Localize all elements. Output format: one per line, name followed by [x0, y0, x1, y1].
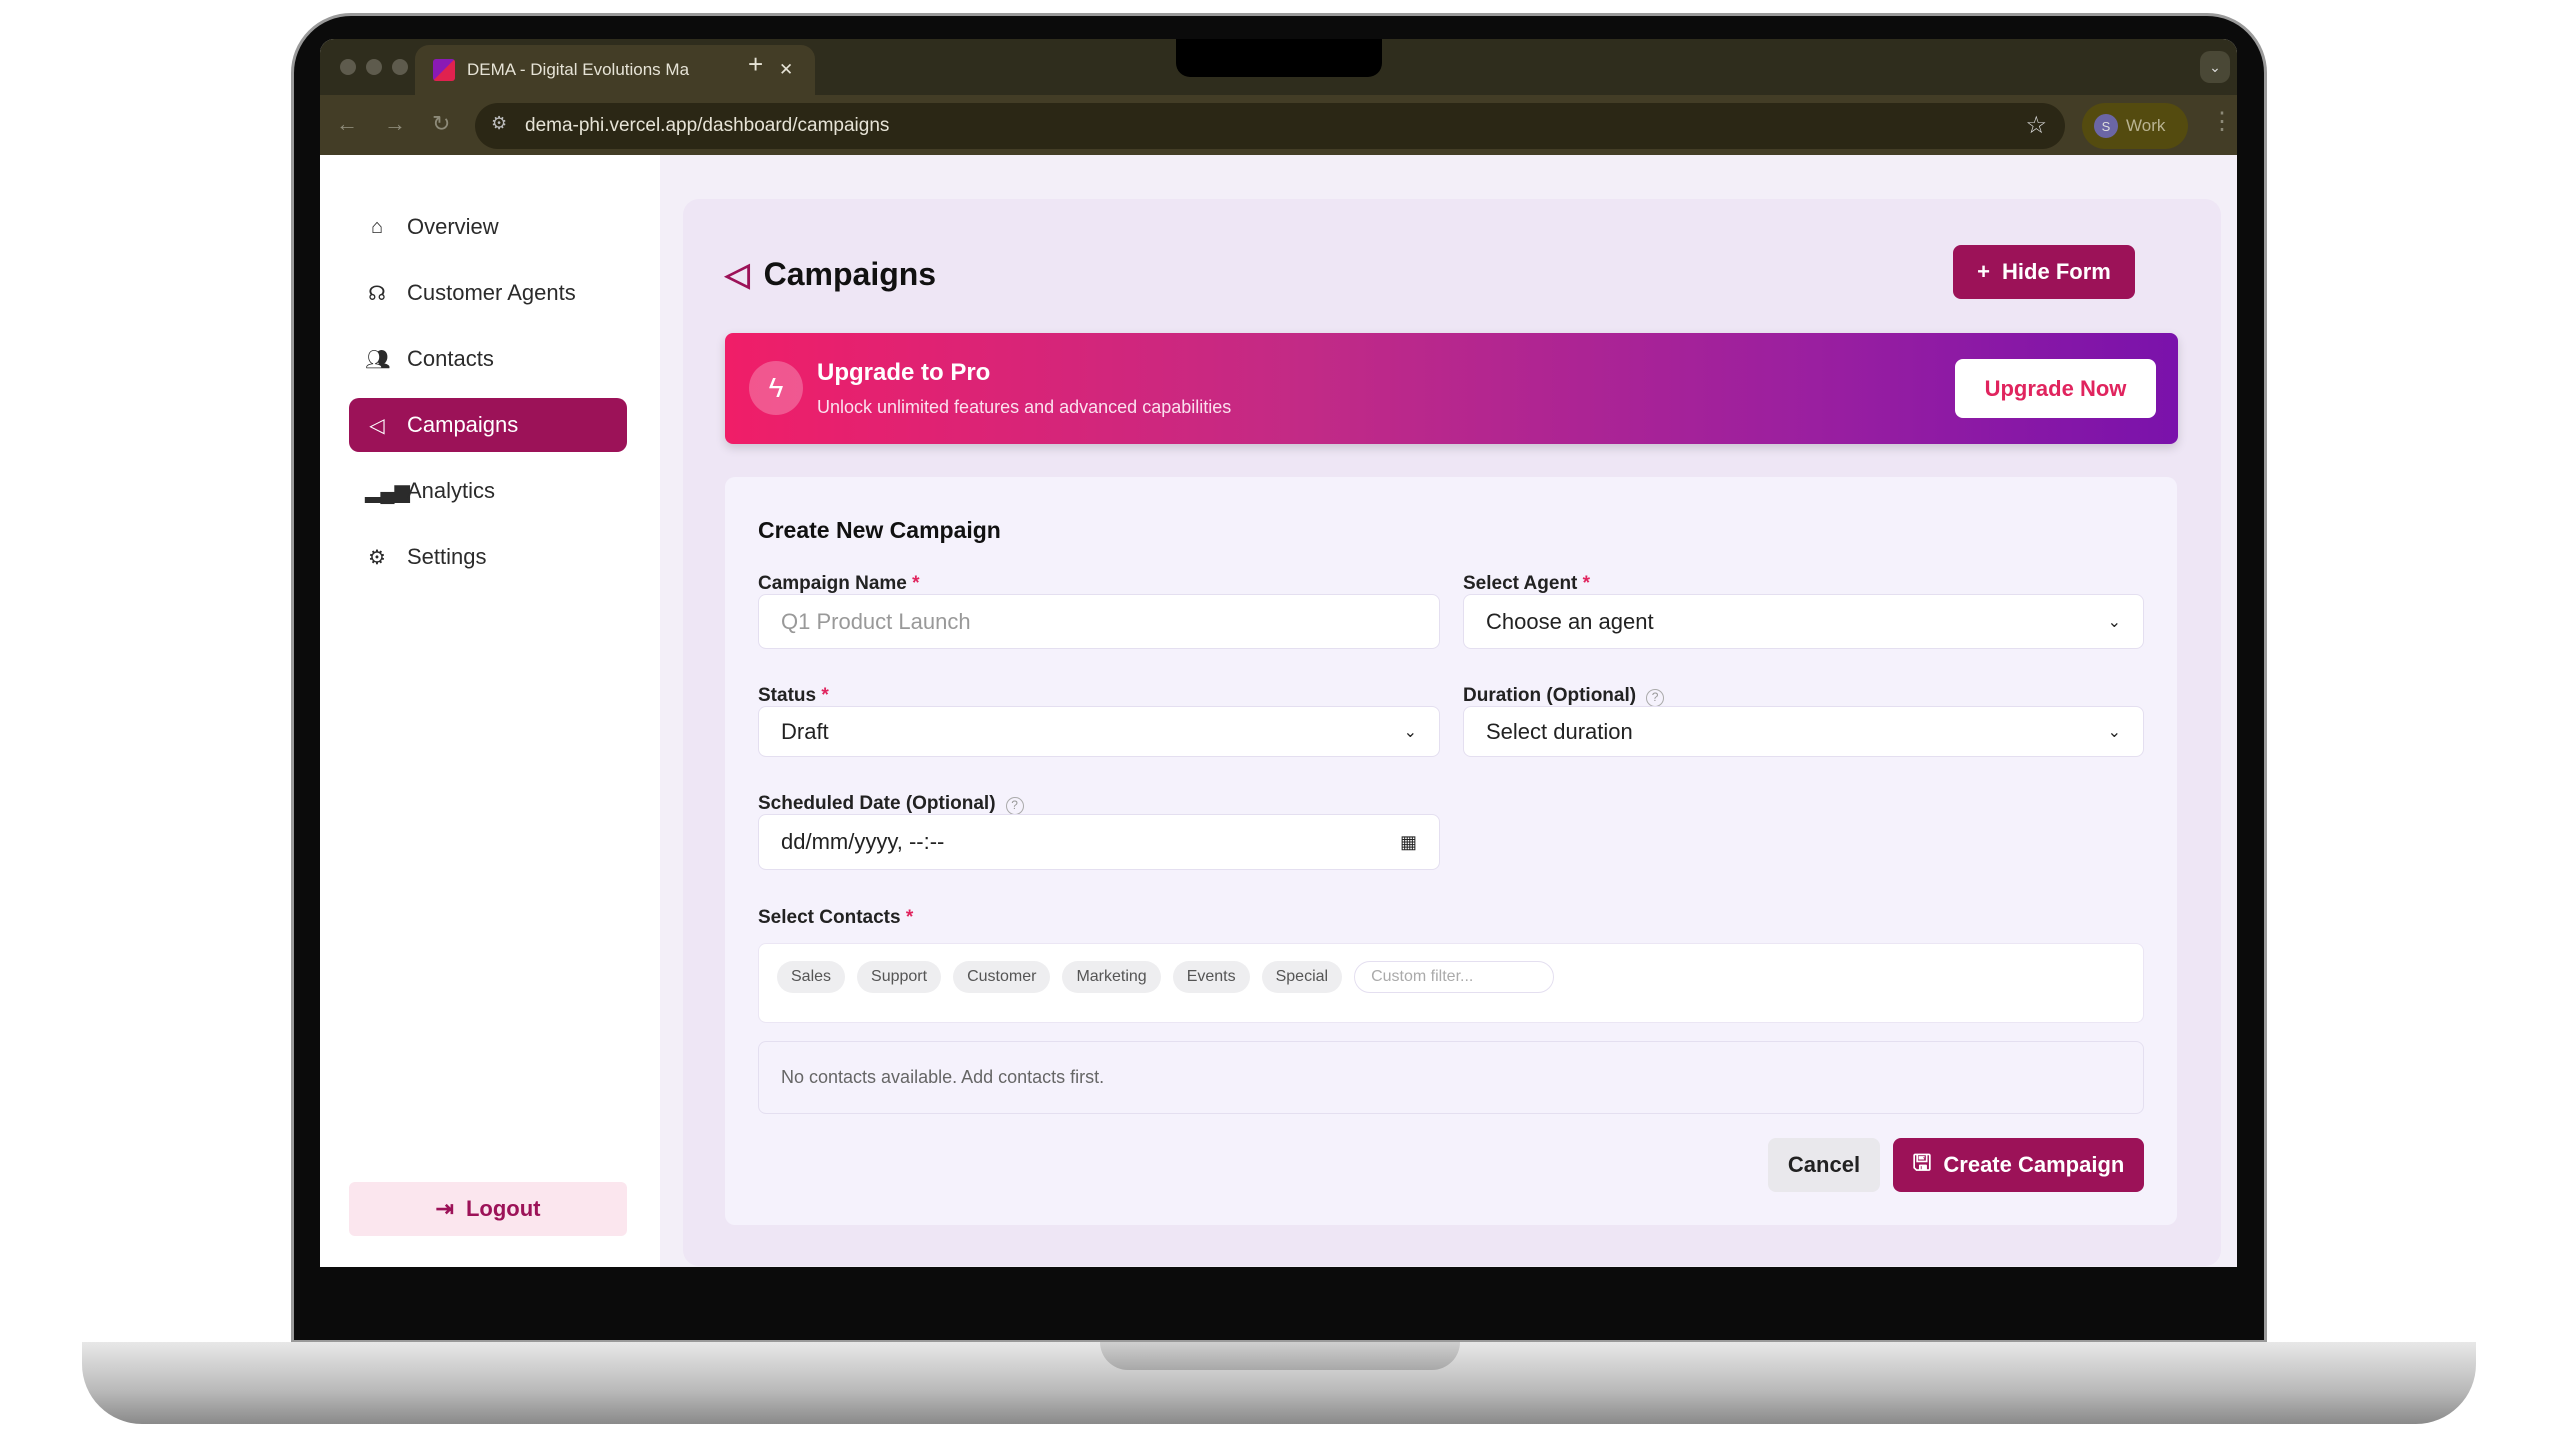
- browser-menu-icon[interactable]: ⋮: [2210, 108, 2234, 135]
- sidebar-item-customer-agents[interactable]: ☊ Customer Agents: [349, 266, 627, 320]
- tab-title: DEMA - Digital Evolutions Ma: [467, 60, 690, 79]
- sidebar-item-label: Contacts: [407, 346, 494, 371]
- sidebar-item-overview[interactable]: ⌂ Overview: [349, 200, 627, 254]
- scheduled-date-input[interactable]: dd/mm/yyyy, --:-- ▦: [758, 814, 1440, 870]
- headset-icon: ☊: [368, 282, 386, 305]
- logout-label: Logout: [465, 1196, 541, 1221]
- dema-favicon-icon: [433, 59, 455, 81]
- gear-icon: ⚙: [368, 546, 386, 569]
- create-campaign-button[interactable]: 🖫︎ Create Campaign: [1893, 1138, 2144, 1192]
- lightning-icon: ϟ: [749, 361, 803, 415]
- duration-label: Duration (Optional)?: [1463, 685, 1665, 707]
- hide-form-label: Hide Form: [2002, 259, 2111, 284]
- contacts-empty-state: No contacts available. Add contacts firs…: [758, 1041, 2144, 1114]
- filter-chip-special[interactable]: Special: [1261, 961, 1343, 993]
- profile-label: Work: [2126, 116, 2166, 135]
- logout-button[interactable]: ⇥ Logout: [349, 1182, 627, 1236]
- chevron-down-icon: ⌄: [1403, 723, 1417, 741]
- help-icon[interactable]: ?: [1005, 797, 1024, 815]
- duration-dropdown[interactable]: Select duration ⌄: [1463, 706, 2144, 757]
- site-settings-icon[interactable]: ⚙: [491, 113, 508, 133]
- help-icon[interactable]: ?: [1646, 689, 1665, 707]
- calendar-icon[interactable]: ▦: [1399, 831, 1417, 852]
- custom-filter-input[interactable]: Custom filter...: [1354, 961, 1555, 993]
- campaign-name-input[interactable]: Q1 Product Launch: [758, 594, 1440, 649]
- duration-value: Select duration: [1486, 718, 1633, 744]
- upgrade-now-button[interactable]: Upgrade Now: [1955, 359, 2156, 418]
- filter-chip-events[interactable]: Events: [1172, 961, 1250, 993]
- filter-chips: Sales Support Customer Marketing Events …: [759, 944, 2143, 1010]
- close-tab-icon[interactable]: ✕: [779, 60, 794, 79]
- form-title: Create New Campaign: [758, 517, 1001, 543]
- save-icon: 🖫︎: [1912, 1150, 1932, 1175]
- app-page: ⌂ Overview ☊ Customer Agents 👥︎ Contacts ◁ C…: [320, 155, 2237, 1267]
- browser-tab[interactable]: DEMA - Digital Evolutions Ma ✕: [415, 45, 815, 95]
- bar-chart-icon: ▂▄▆: [365, 480, 410, 503]
- page-title: ◁ Campaigns: [725, 255, 936, 293]
- close-window-dot[interactable]: [340, 59, 356, 75]
- home-icon: ⌂: [370, 215, 384, 238]
- sidebar-item-label: Overview: [407, 214, 499, 239]
- sidebar-item-label: Settings: [407, 544, 487, 569]
- campaign-name-label: Campaign Name *: [758, 573, 920, 594]
- forward-icon[interactable]: →: [384, 111, 406, 136]
- status-dropdown[interactable]: Draft ⌄: [758, 706, 1440, 757]
- sidebar-item-settings[interactable]: ⚙ Settings: [349, 530, 627, 584]
- chevron-down-icon: ⌄: [2107, 613, 2121, 631]
- tab-search-chevron-icon[interactable]: ⌄: [2200, 51, 2230, 83]
- browser-window: DEMA - Digital Evolutions Ma ✕ + ⌄ ← → ↻…: [320, 39, 2237, 1267]
- empty-message: No contacts available. Add contacts firs…: [781, 1067, 1105, 1087]
- chevron-down-icon: ⌄: [2107, 723, 2121, 741]
- banner-title: Upgrade to Pro: [817, 359, 991, 386]
- upgrade-banner: ϟ Upgrade to Pro Unlock unlimited featur…: [725, 333, 2178, 444]
- filter-chip-customer[interactable]: Customer: [953, 961, 1051, 993]
- url-text: dema-phi.vercel.app/dashboard/campaigns: [525, 115, 890, 136]
- camera-notch: [1176, 39, 1382, 77]
- create-campaign-form: Create New Campaign Campaign Name * Q1 P…: [725, 477, 2177, 1225]
- scheduled-date-label: Scheduled Date (Optional)?: [758, 793, 1024, 815]
- tab-bar: DEMA - Digital Evolutions Ma ✕ + ⌄: [320, 39, 2237, 95]
- minimize-window-dot[interactable]: [366, 59, 382, 75]
- sidebar-item-label: Analytics: [407, 478, 496, 503]
- campaign-name-placeholder: Q1 Product Launch: [781, 608, 971, 634]
- new-tab-icon[interactable]: +: [748, 49, 764, 79]
- sidebar-item-label: Campaigns: [407, 412, 519, 437]
- bookmark-star-icon[interactable]: ☆: [2025, 112, 2047, 139]
- select-agent-dropdown[interactable]: Choose an agent ⌄: [1463, 594, 2144, 649]
- create-campaign-label: Create Campaign: [1943, 1152, 2125, 1177]
- agent-value: Choose an agent: [1486, 608, 1654, 634]
- hide-form-button[interactable]: + Hide Form: [1953, 245, 2135, 299]
- reload-icon[interactable]: ↻: [432, 111, 451, 136]
- filter-chip-sales[interactable]: Sales: [777, 961, 846, 993]
- select-contacts-label: Select Contacts *: [758, 907, 914, 928]
- cancel-button[interactable]: Cancel: [1768, 1138, 1880, 1192]
- select-agent-label: Select Agent *: [1463, 573, 1591, 594]
- sidebar-item-analytics[interactable]: ▂▄▆ Analytics: [349, 464, 627, 518]
- status-label: Status *: [758, 685, 829, 706]
- scheduled-date-placeholder: dd/mm/yyyy, --:--: [781, 829, 945, 854]
- profile-button[interactable]: S Work: [2082, 103, 2188, 149]
- logout-icon: ⇥: [435, 1196, 454, 1221]
- address-bar[interactable]: ⚙ dema-phi.vercel.app/dashboard/campaign…: [475, 103, 2065, 149]
- contact-filter-box: Sales Support Customer Marketing Events …: [758, 943, 2144, 1023]
- banner-subtitle: Unlock unlimited features and advanced c…: [817, 397, 1232, 417]
- avatar: S: [2094, 114, 2118, 138]
- plus-icon: +: [1977, 259, 1991, 284]
- sidebar-item-campaigns[interactable]: ◁ Campaigns: [349, 398, 627, 452]
- sidebar: ⌂ Overview ☊ Customer Agents 👥︎ Contacts ◁ C…: [320, 155, 660, 1267]
- users-icon: 👥︎: [365, 348, 391, 371]
- filter-chip-support[interactable]: Support: [857, 961, 942, 993]
- filter-chip-marketing[interactable]: Marketing: [1062, 961, 1161, 993]
- megaphone-icon: ◁: [369, 414, 385, 437]
- laptop-opening-notch: [1100, 1342, 1460, 1370]
- sidebar-item-contacts[interactable]: 👥︎ Contacts: [349, 332, 627, 386]
- page-title-text: Campaigns: [763, 255, 937, 292]
- campaigns-panel: ◁ Campaigns + Hide Form ϟ Upgrade to Pro …: [683, 199, 2221, 1266]
- back-icon[interactable]: ←: [336, 111, 358, 136]
- sidebar-item-label: Customer Agents: [407, 280, 576, 305]
- browser-toolbar: ← → ↻ ⚙ dema-phi.vercel.app/dashboard/ca…: [320, 95, 2237, 155]
- megaphone-icon: ◁: [725, 256, 750, 292]
- maximize-window-dot[interactable]: [392, 59, 408, 75]
- status-value: Draft: [781, 718, 829, 744]
